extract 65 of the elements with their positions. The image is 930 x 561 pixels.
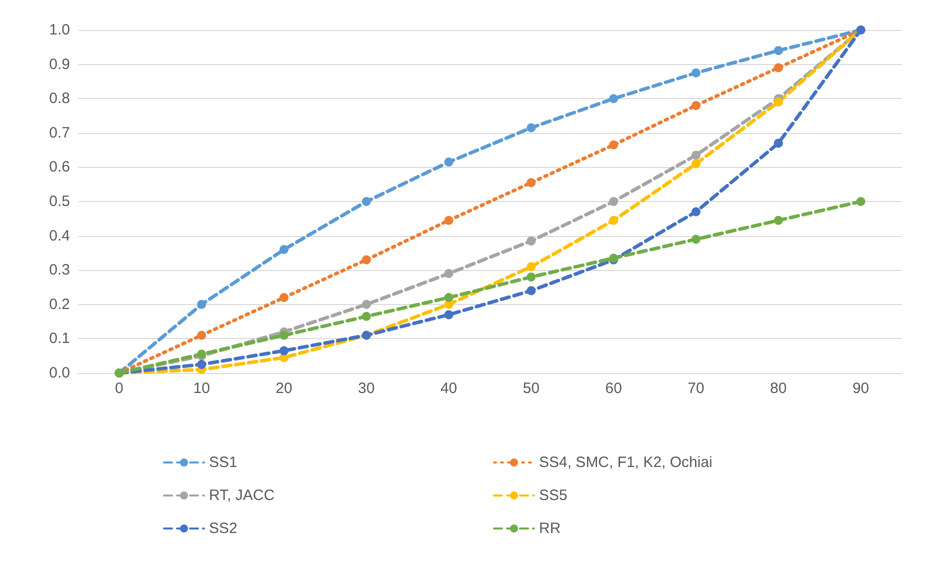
y-tick-label: 0.7 [49,124,70,142]
point [526,123,536,132]
point [526,286,536,296]
x-tick-label: 0 [115,380,124,397]
point [362,300,371,309]
point [774,216,783,225]
y-tick-label: 0.4 [49,227,70,244]
y-tick-label: 0.2 [49,296,70,313]
point [774,63,783,72]
legend-label: RR [539,520,561,537]
y-tick-label: 1.0 [49,22,70,38]
point [280,293,288,302]
point [197,330,206,340]
point [280,346,288,356]
point [774,46,783,56]
point [362,255,371,264]
legend-label: SS4, SMC, F1, K2, Ochiai [539,454,712,471]
y-tick-label: 0.8 [49,90,70,108]
point [609,197,618,206]
point [197,360,206,369]
point [444,293,454,302]
point [526,262,536,272]
point [526,178,536,188]
y-tick-label: 0.1 [49,330,70,348]
point [692,234,700,244]
x-tick-label: 80 [770,380,787,397]
point [774,98,783,107]
point [692,159,700,168]
point [692,207,700,216]
legend-label: SS2 [209,520,238,537]
point [609,216,618,225]
x-tick-label: 30 [358,380,375,397]
point [692,150,700,160]
point [444,310,454,320]
x-tick-label: 70 [688,380,704,397]
point [774,138,783,148]
legend-label: RT, JACC [209,487,275,504]
legend-label: SS5 [539,487,568,504]
x-tick-label: 20 [276,380,292,397]
point [280,245,288,254]
point [362,197,371,206]
point [444,269,454,278]
y-tick-label: 0.0 [49,364,70,382]
x-tick-label: 10 [193,380,210,397]
y-tick-label: 0.9 [49,56,70,73]
x-tick-label: 60 [605,380,622,397]
point [526,236,536,246]
x-tick-label: 90 [852,380,870,397]
point [856,197,866,206]
x-tick-label: 40 [440,380,458,397]
point [197,300,206,309]
point [362,312,371,321]
y-tick-label: 0.5 [49,193,70,210]
y-tick-label: 0.3 [49,262,70,279]
x-tick-label: 50 [522,380,540,397]
point [692,68,700,78]
point [280,330,288,340]
point [609,94,618,104]
point [526,272,536,282]
point [444,216,454,225]
y-tick-label: 0.6 [49,158,70,176]
point [609,140,618,150]
point [692,100,700,110]
point [444,158,454,167]
legend-label: SS1 [209,454,238,471]
